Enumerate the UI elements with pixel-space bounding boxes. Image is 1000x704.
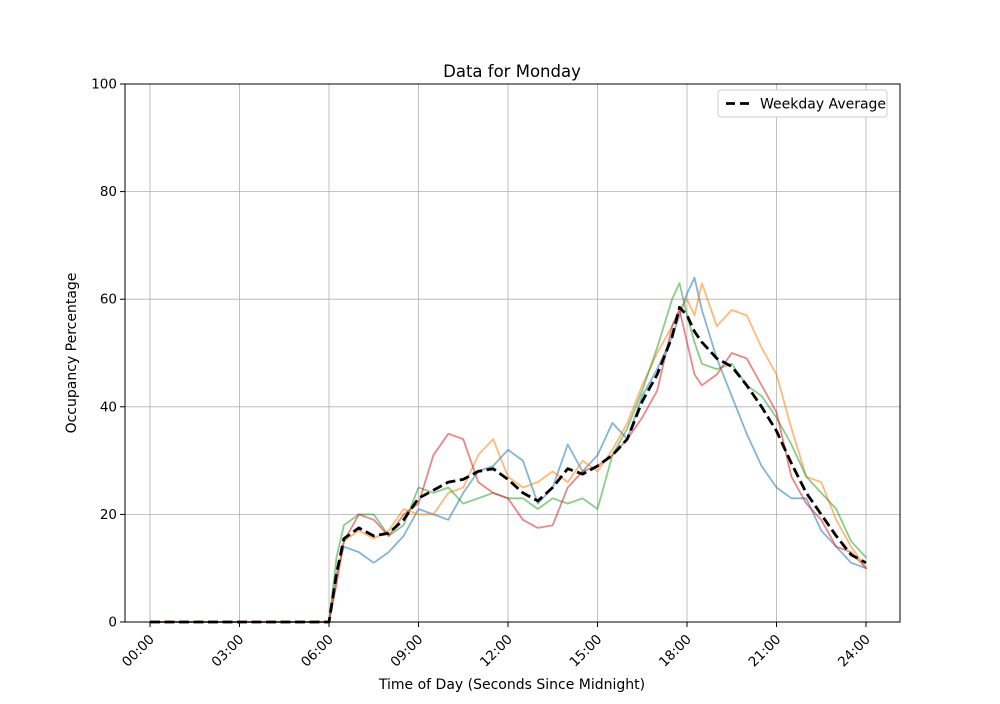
y-tick-label: 0 <box>108 615 117 631</box>
legend-box <box>717 89 888 118</box>
y-tick-label: 40 <box>100 399 117 415</box>
legend: Weekday Average <box>717 89 888 118</box>
y-tick-label: 100 <box>91 77 117 93</box>
y-tick-label: 20 <box>100 507 117 523</box>
y-tick-label: 60 <box>100 292 117 308</box>
chart-title: Data for Monday <box>443 62 581 81</box>
y-axis-label: Occupancy Percentage <box>64 273 80 434</box>
y-tick-labels: 0 20 40 60 80 100 <box>91 77 117 631</box>
x-axis-label: Time of Day (Seconds Since Midnight) <box>378 677 645 693</box>
series-line-weekday-average <box>150 305 867 624</box>
plot-border <box>124 83 901 623</box>
y-tick-label: 80 <box>100 184 117 200</box>
legend-label: Weekday Average <box>760 97 886 113</box>
axis-ticks <box>120 83 867 627</box>
